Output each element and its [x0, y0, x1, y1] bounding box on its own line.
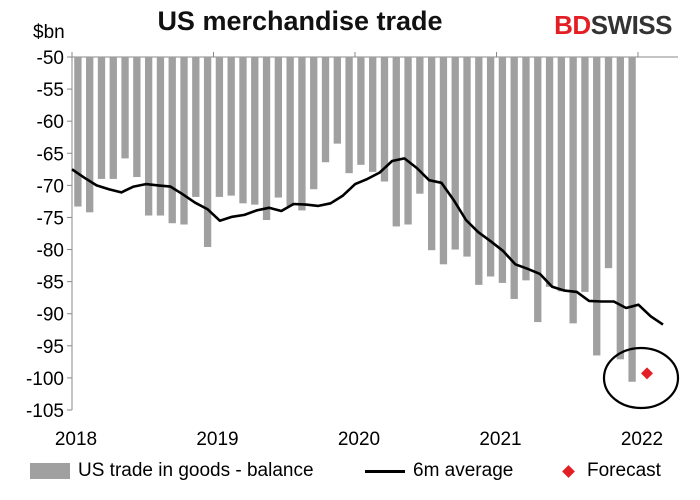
bar	[180, 57, 188, 225]
bar	[545, 57, 554, 287]
bar	[380, 57, 389, 182]
x-tick-label: 2022	[621, 429, 663, 450]
bar	[192, 57, 200, 197]
bar	[451, 57, 459, 250]
bar	[345, 57, 353, 174]
legend-swatch-forecast	[562, 464, 575, 478]
forecast-marker	[641, 367, 653, 380]
x-tick-label: 2018	[55, 429, 97, 450]
legend-label-forecast: Forecast	[587, 460, 661, 481]
y-tick-label: -75	[37, 208, 64, 229]
bar	[215, 57, 224, 197]
bar	[522, 57, 530, 281]
bar	[534, 57, 542, 323]
x-tick-label: 2020	[338, 429, 380, 450]
y-tick-label: -95	[37, 337, 64, 358]
bar	[156, 57, 165, 216]
y-tick-label: -80	[37, 241, 64, 262]
legend-item-forecast: Forecast	[558, 460, 661, 482]
bar	[593, 57, 601, 356]
bar	[628, 57, 636, 382]
y-tick-label: -105	[26, 401, 64, 422]
bar	[475, 57, 483, 285]
legend-item-line: 6m average	[365, 460, 513, 482]
y-tick-label: -55	[37, 80, 64, 101]
bar	[227, 57, 235, 196]
forecast-highlight-circle	[602, 346, 680, 410]
bar	[144, 57, 153, 216]
legend-label-line: 6m average	[413, 460, 514, 481]
legend: US trade in goods - balance 6m average F…	[30, 460, 690, 490]
bar	[109, 57, 117, 179]
line-series	[71, 157, 664, 326]
x-tick-label: 2019	[196, 429, 238, 450]
bar	[133, 57, 141, 178]
bar	[251, 57, 259, 205]
bar	[498, 57, 507, 283]
x-tick-label: 2021	[479, 429, 521, 450]
y-tick-label: -70	[37, 176, 64, 197]
bar	[569, 57, 577, 324]
bar	[321, 57, 330, 163]
bar	[203, 57, 212, 247]
bar	[86, 57, 94, 213]
bar	[262, 57, 271, 221]
bar	[416, 57, 424, 194]
bar	[581, 57, 589, 292]
y-tick-label: -60	[37, 112, 64, 133]
brand-logo: BDSWISS	[554, 10, 672, 41]
bar	[557, 57, 566, 292]
bar	[333, 57, 341, 144]
bar-series	[74, 57, 636, 382]
legend-label-bars: US trade in goods - balance	[78, 460, 314, 481]
y-tick-label: -100	[26, 369, 64, 390]
bar	[239, 57, 247, 204]
bar	[463, 57, 471, 257]
chart-canvas: -50 -55 -60 -65 -70 -75 -80 -85 -90 -95 -100 -105 $b…	[26, 22, 680, 450]
bar	[369, 57, 377, 172]
bar	[486, 57, 495, 277]
bar	[74, 57, 82, 207]
bar	[616, 57, 624, 360]
legend-swatch-bars	[30, 463, 70, 479]
bar	[510, 57, 518, 299]
bar	[427, 57, 436, 251]
y-axis-unit: $bn	[33, 22, 65, 43]
bar	[298, 57, 306, 211]
legend-swatch-line	[365, 469, 405, 473]
axis-labels: -50 -55 -60 -65 -70 -75 -80 -85 -90 -95 -100 -105 $b…	[26, 22, 663, 450]
logo-bd: BD	[554, 10, 591, 40]
bar	[439, 57, 448, 265]
bar	[121, 57, 129, 159]
bar	[404, 57, 412, 225]
y-tick-label: -90	[37, 305, 64, 326]
bar	[286, 57, 294, 206]
forecast-series	[602, 346, 680, 410]
bar	[604, 57, 613, 269]
logo-swiss: SWISS	[590, 10, 673, 40]
bar	[274, 57, 283, 198]
bar	[168, 57, 176, 224]
bar	[97, 57, 106, 179]
y-tick-label: -85	[37, 273, 64, 294]
bar	[310, 57, 318, 190]
bar	[357, 57, 365, 165]
average-line	[71, 157, 664, 326]
bar	[392, 57, 400, 227]
chart-title: US merchandise trade	[157, 6, 443, 36]
y-tick-label: -65	[37, 144, 64, 165]
legend-item-bars: US trade in goods - balance	[30, 460, 314, 482]
y-tick-label: -50	[37, 48, 64, 69]
